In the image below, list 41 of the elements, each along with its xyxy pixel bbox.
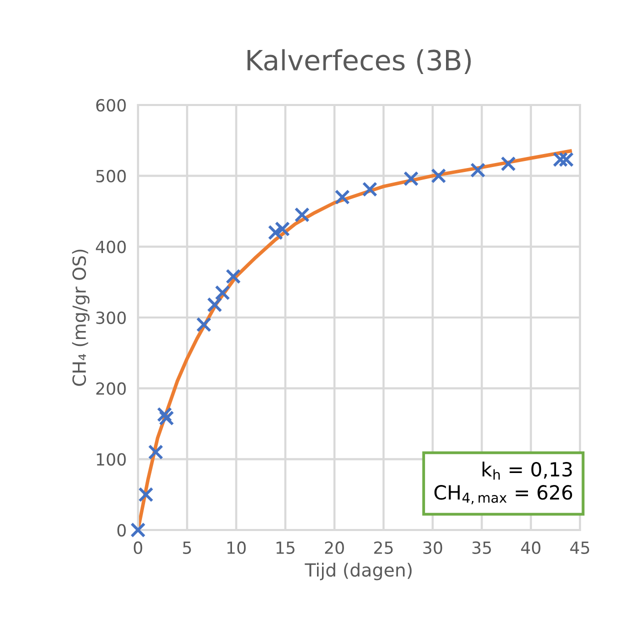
point bbox=[156, 406, 172, 422]
x-tick-label: 10 bbox=[227, 541, 246, 554]
point bbox=[403, 171, 419, 186]
point bbox=[294, 207, 310, 222]
y-tick-label: 400 bbox=[96, 240, 126, 254]
point bbox=[268, 224, 284, 240]
point bbox=[500, 156, 516, 172]
x-tick-label: 35 bbox=[472, 541, 491, 554]
y-tick-label: 500 bbox=[96, 170, 126, 182]
point bbox=[430, 168, 446, 184]
point bbox=[558, 152, 574, 168]
y-axis-title: CH₄ (mg/gr OS) bbox=[72, 250, 90, 386]
point bbox=[552, 152, 568, 168]
point bbox=[196, 316, 212, 332]
point bbox=[226, 268, 241, 284]
x-tick-label: 20 bbox=[325, 541, 344, 554]
point bbox=[158, 410, 174, 426]
point bbox=[130, 522, 146, 538]
point bbox=[362, 182, 378, 197]
x-tick-label: 0 bbox=[134, 541, 142, 554]
x-axis-title: Tijd (dagen) bbox=[304, 562, 412, 580]
point bbox=[274, 221, 290, 237]
x-tick-label: 45 bbox=[570, 542, 590, 554]
x-tick-label: 40 bbox=[521, 541, 540, 554]
point bbox=[214, 285, 230, 300]
point bbox=[207, 297, 222, 312]
point bbox=[148, 444, 164, 460]
chart-title: Kalverfeces (3B) bbox=[248, 49, 471, 74]
x-tick-label: 5 bbox=[183, 542, 191, 554]
point bbox=[138, 486, 154, 502]
text: k$_{h}$ = 0,13 CH$_{4,max}$ = 626 bbox=[434, 462, 572, 504]
point bbox=[470, 162, 486, 178]
y-tick-label: 300 bbox=[96, 311, 126, 324]
y-tick-label: 200 bbox=[96, 382, 126, 395]
x-tick-label: 15 bbox=[276, 542, 294, 554]
y-tick-label: 600 bbox=[96, 98, 126, 112]
x-tick-label: 30 bbox=[423, 541, 442, 554]
y-tick-label: 100 bbox=[96, 453, 126, 466]
y-tick-label: 0 bbox=[117, 524, 126, 537]
point bbox=[334, 189, 350, 205]
x-tick-label: 25 bbox=[374, 541, 393, 554]
